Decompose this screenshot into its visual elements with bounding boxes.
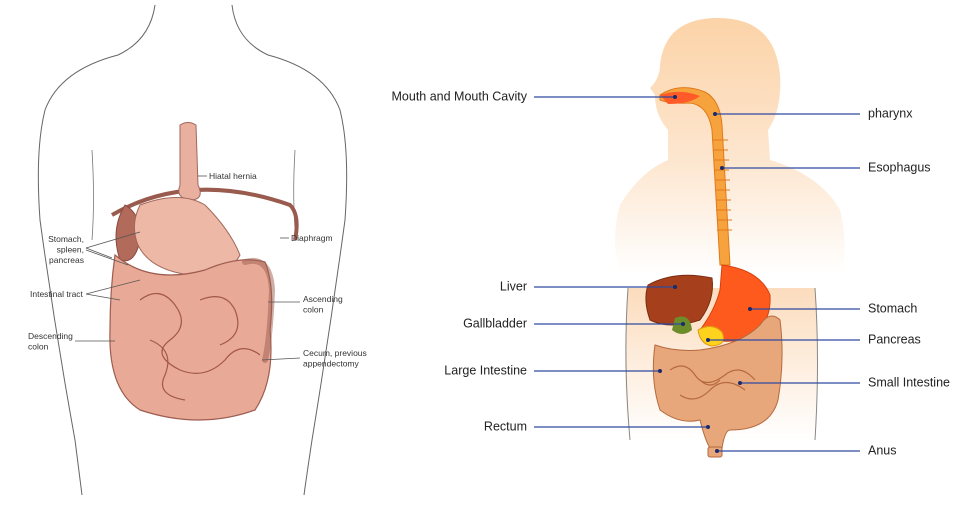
organ-label: pharynx xyxy=(868,106,913,120)
leader-dot xyxy=(706,425,710,429)
leader-dot xyxy=(658,369,662,373)
leader-dot xyxy=(706,338,710,342)
leader-dot xyxy=(748,307,752,311)
leader-dot xyxy=(713,112,717,116)
left-illustration xyxy=(37,4,348,496)
organ-label: Large Intestine xyxy=(444,363,527,377)
organ-label: Anus xyxy=(868,443,897,457)
organ-label: Esophagus xyxy=(868,160,931,174)
leader-dot xyxy=(715,449,719,453)
left-label: Diaphragm xyxy=(291,233,333,243)
organ-label: Stomach xyxy=(868,301,917,315)
left-label: Cecum, previous xyxy=(303,348,367,358)
organ-label: Gallbladder xyxy=(463,316,527,330)
left-label: Ascending xyxy=(303,294,343,304)
leader-dot xyxy=(681,322,685,326)
left-label: Intestinal tract xyxy=(30,289,84,299)
left-label: Stomach, xyxy=(48,234,84,244)
organ-label: Mouth and Mouth Cavity xyxy=(392,89,528,103)
left-label: colon xyxy=(28,342,49,352)
leader-dot xyxy=(673,95,677,99)
left-label: Hiatal hernia xyxy=(209,171,257,181)
right-illustration xyxy=(615,18,845,458)
left-label: pancreas xyxy=(49,255,84,265)
organ-label: Pancreas xyxy=(868,332,921,346)
left-label: colon xyxy=(303,305,324,315)
leader-dot xyxy=(720,166,724,170)
organ-label: Small Intestine xyxy=(868,375,950,389)
left-label: spleen, xyxy=(57,245,84,255)
left-label: Descending xyxy=(28,331,73,341)
leader-dot xyxy=(738,381,742,385)
leader-dot xyxy=(673,285,677,289)
left-label: appendectomy xyxy=(303,359,360,369)
organ-label: Rectum xyxy=(484,419,527,433)
organ-label: Liver xyxy=(500,279,527,293)
